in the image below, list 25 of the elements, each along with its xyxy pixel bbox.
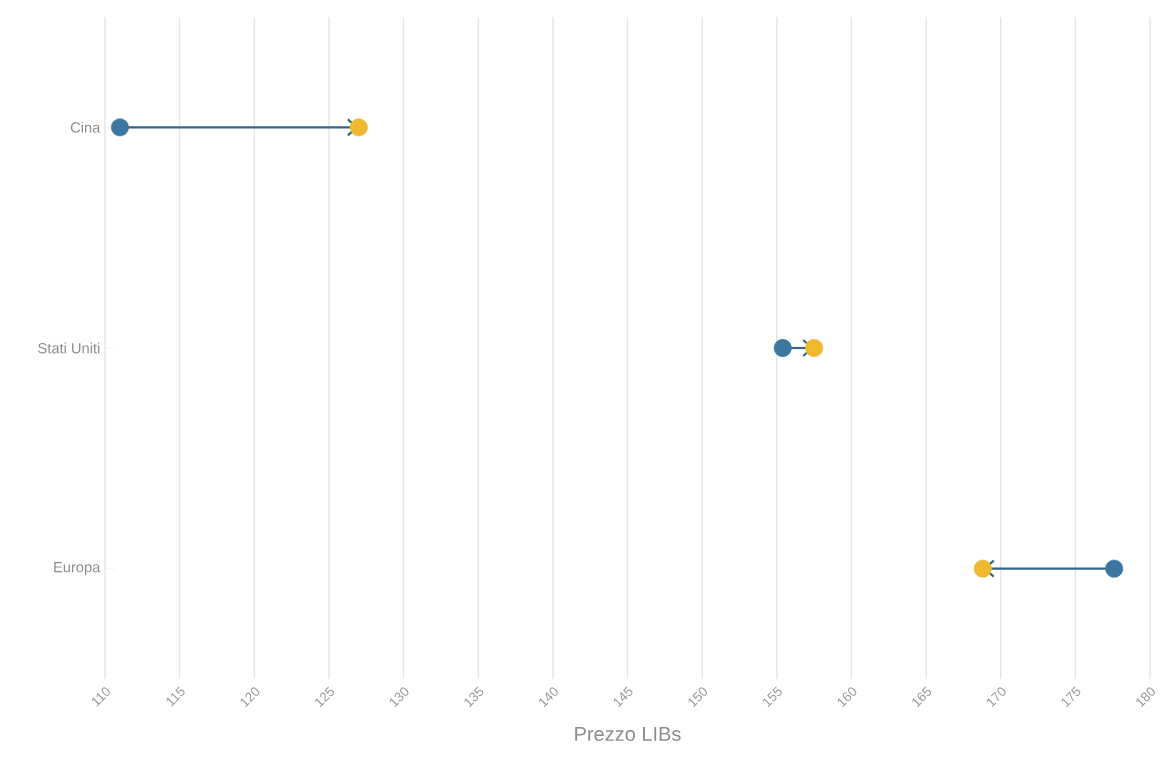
x-tick-label: 155 (763, 686, 782, 708)
x-tick-label: 135 (464, 686, 484, 708)
x-tick-label: 115 (166, 686, 185, 707)
x-tick-label: 125 (315, 686, 334, 708)
x-tick-label: 130 (389, 687, 409, 708)
point (773, 339, 792, 357)
y-tick-label: Stati Uniti (38, 342, 100, 354)
x-axis-title: Prezzo LIBs (575, 727, 681, 742)
x-tick-label: 120 (240, 687, 260, 708)
x-tick-label: 175 (1061, 686, 1081, 708)
point (1105, 559, 1124, 578)
x-tick-label: 180 (1136, 687, 1155, 708)
point (805, 339, 824, 357)
x-tick-label: 160 (837, 687, 857, 708)
x-tick-label: 150 (688, 687, 708, 708)
y-tick-label: Cina (70, 121, 101, 133)
point (973, 559, 992, 578)
x-tick-label: 140 (539, 687, 558, 708)
x-tick-label: 110 (92, 687, 110, 707)
x-tick-label: 170 (987, 687, 1006, 708)
x-tick-label: 165 (912, 686, 932, 708)
point (349, 118, 368, 137)
point (111, 118, 129, 137)
y-tick-label: Europa (54, 562, 101, 576)
x-tick-label: 145 (613, 686, 633, 708)
